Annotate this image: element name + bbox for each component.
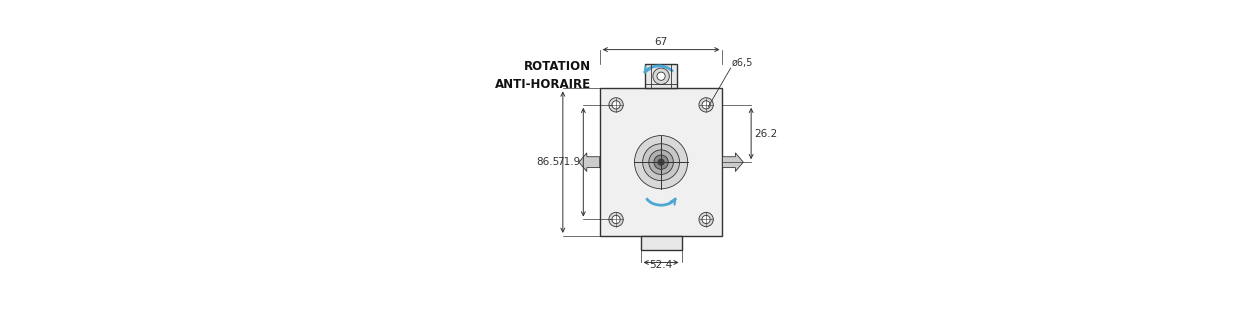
Text: 86.5: 86.5 [537,157,560,167]
Text: ø6,5: ø6,5 [732,58,753,68]
Polygon shape [723,153,743,171]
Circle shape [612,101,620,109]
Circle shape [658,159,664,165]
Circle shape [635,136,688,189]
Circle shape [609,98,623,112]
Text: 52.4: 52.4 [650,260,673,270]
Circle shape [648,150,673,174]
Circle shape [653,68,669,84]
Circle shape [657,72,666,80]
FancyBboxPatch shape [600,89,723,236]
Polygon shape [641,236,682,250]
Text: ROTATION: ROTATION [524,60,591,73]
Polygon shape [579,153,600,171]
Circle shape [702,216,710,224]
Circle shape [642,144,679,181]
Circle shape [699,98,713,112]
Circle shape [612,216,620,224]
Circle shape [702,101,710,109]
Text: 26.2: 26.2 [754,128,777,138]
Circle shape [609,212,623,227]
Circle shape [655,155,668,169]
Text: 71.9: 71.9 [556,157,580,167]
Polygon shape [645,64,677,89]
Text: 67: 67 [655,36,668,47]
Circle shape [699,212,713,227]
Text: ANTI-HORAIRE: ANTI-HORAIRE [496,78,591,91]
